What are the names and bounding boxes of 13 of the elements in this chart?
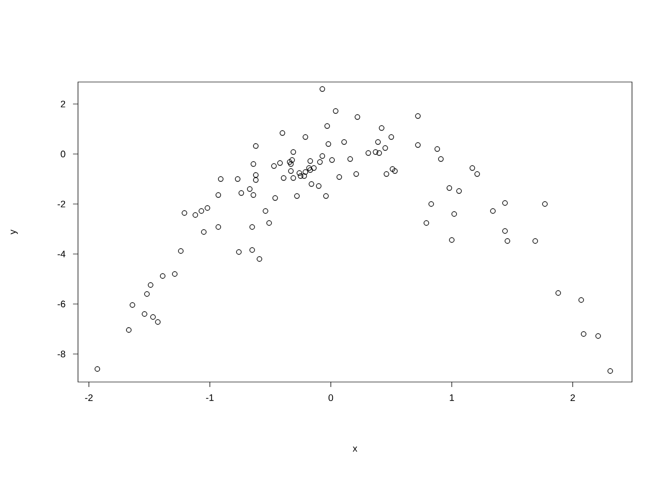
x-tick-label: 1 bbox=[450, 394, 454, 401]
y-tick-label: -2 bbox=[58, 200, 66, 208]
x-axis-title: x bbox=[352, 446, 358, 452]
y-axis-title: y bbox=[10, 230, 18, 234]
y-tick-label: -8 bbox=[58, 350, 66, 358]
y-tick-label: -4 bbox=[58, 250, 66, 258]
x-tick-label: 0 bbox=[328, 394, 334, 402]
x-tick-label: -1 bbox=[206, 394, 214, 401]
x-tick-label: 2 bbox=[570, 394, 575, 401]
y-tick-label: 2 bbox=[60, 100, 66, 108]
x-tick-label: -2 bbox=[85, 394, 93, 401]
y-tick-label: -6 bbox=[58, 300, 66, 308]
y-tick-label: 0 bbox=[60, 150, 66, 158]
